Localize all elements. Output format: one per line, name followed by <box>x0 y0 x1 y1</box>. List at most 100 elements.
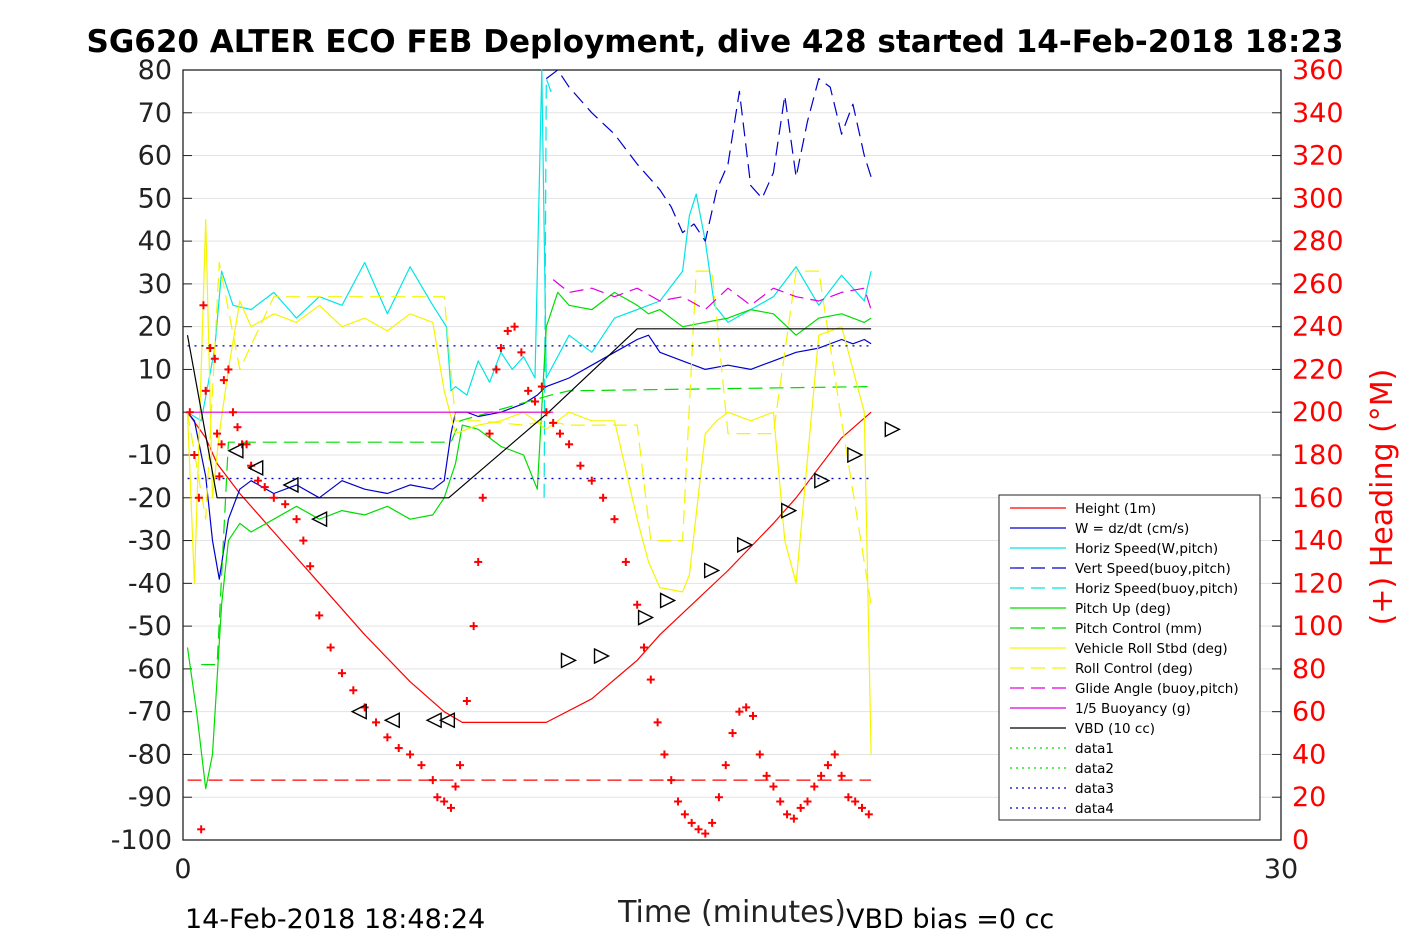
series-line <box>552 279 872 311</box>
heading-point <box>783 810 792 819</box>
left-axis: 80 70 60 50 40 30 20 10 0 -10 -20 -30 -40 -50 -60 -70 -8… <box>111 55 192 856</box>
left-tick-label: 40 <box>138 226 172 257</box>
heading-point <box>755 750 764 759</box>
heading-point <box>555 429 564 438</box>
heading-point <box>190 451 199 459</box>
heading-point <box>844 793 853 802</box>
chart-title: SG620 ALTER ECO FEB Deployment, dive 428… <box>87 24 1344 60</box>
heading-point <box>474 557 483 566</box>
right-tick-label: 100 <box>1292 611 1344 642</box>
heading-point <box>542 408 551 417</box>
right-tick-label: 340 <box>1292 98 1344 129</box>
legend-label: Horiz Speed(buoy,pitch) <box>1075 581 1238 597</box>
triangle-marker <box>282 476 299 494</box>
right-tick-label: 280 <box>1292 226 1344 257</box>
x-tick-label: 0 <box>174 854 191 885</box>
heading-point <box>462 696 471 705</box>
triangle-marker <box>311 511 328 528</box>
heading-point <box>803 797 812 806</box>
heading-point <box>228 408 237 417</box>
left-tick-label: -40 <box>128 568 172 599</box>
heading-point <box>639 643 648 652</box>
heading-point <box>242 440 251 449</box>
triangle-marker <box>814 472 831 489</box>
heading-point <box>215 472 224 481</box>
heading-point <box>292 515 301 524</box>
heading-point <box>269 493 278 502</box>
heading-point <box>394 744 403 753</box>
heading-point <box>433 793 442 802</box>
series-line <box>187 69 872 422</box>
heading-point <box>537 382 546 391</box>
right-tick-label: 120 <box>1292 568 1344 599</box>
heading-point <box>789 814 798 823</box>
left-tick-label: -80 <box>128 739 172 770</box>
heading-point <box>721 761 730 770</box>
left-tick-label: -70 <box>128 697 172 728</box>
heading-point <box>210 354 219 363</box>
heading-point <box>503 326 512 335</box>
heading-point <box>219 376 228 385</box>
series-line <box>186 291 872 790</box>
heading-point <box>660 750 669 759</box>
footer-timestamp: 14-Feb-2018 18:48:24 <box>185 904 485 935</box>
left-tick-label: 60 <box>138 141 172 172</box>
left-tick-label: 30 <box>138 269 172 300</box>
heading-point <box>469 622 478 631</box>
heading-point <box>199 301 208 310</box>
left-tick-label: -100 <box>111 825 172 856</box>
right-tick-label: 300 <box>1292 183 1344 214</box>
legend-label: Glide Angle (buoy,pitch) <box>1075 681 1239 697</box>
heading-point <box>830 750 839 759</box>
series-line <box>186 219 872 755</box>
legend-box <box>998 494 1261 821</box>
heading-point <box>530 397 539 406</box>
triangle-markers <box>227 421 901 729</box>
heading-point <box>201 386 210 395</box>
heading-point <box>253 476 262 485</box>
left-tick-label: 80 <box>138 55 172 86</box>
right-axis-label: (+) Heading (°M) <box>1365 369 1400 626</box>
triangle-marker <box>781 502 798 519</box>
legend-label: Height (1m) <box>1075 501 1156 517</box>
legend-label: data4 <box>1075 801 1114 817</box>
heading-point <box>428 776 437 785</box>
heading-point <box>864 810 873 819</box>
triangle-marker <box>560 652 578 669</box>
heading-point <box>742 703 751 712</box>
series-line <box>186 261 872 605</box>
heading-point <box>326 643 335 652</box>
heading-point <box>728 729 737 738</box>
heading-point <box>646 675 655 684</box>
heading-point <box>714 793 723 802</box>
heading-point <box>213 429 222 438</box>
left-tick-label: -10 <box>128 440 172 471</box>
heading-point <box>524 386 533 395</box>
series-layer <box>186 69 872 790</box>
heading-point <box>233 423 242 432</box>
heading-point <box>837 771 846 780</box>
series-line <box>187 411 872 724</box>
triangle-marker <box>593 647 611 665</box>
legend-label: data1 <box>1075 741 1114 757</box>
heading-point <box>349 686 358 695</box>
right-tick-label: 80 <box>1292 654 1326 685</box>
right-tick-label: 40 <box>1292 739 1326 770</box>
heading-point <box>817 771 826 780</box>
right-tick-label: 180 <box>1292 440 1344 471</box>
heading-point <box>857 803 866 812</box>
legend-label: Pitch Control (mm) <box>1075 621 1202 637</box>
series-line <box>186 328 872 499</box>
heading-point <box>694 825 703 834</box>
heading-point <box>206 344 215 353</box>
heading-point <box>708 818 717 827</box>
heading-point <box>667 776 676 785</box>
heading-point <box>224 365 233 374</box>
left-tick-label: -30 <box>128 526 172 557</box>
x-tick-label: 30 <box>1264 854 1298 885</box>
legend-label: Vehicle Roll Stbd (deg) <box>1075 641 1228 657</box>
heading-point <box>306 562 315 571</box>
heading-point <box>456 761 465 770</box>
heading-point <box>315 611 324 620</box>
